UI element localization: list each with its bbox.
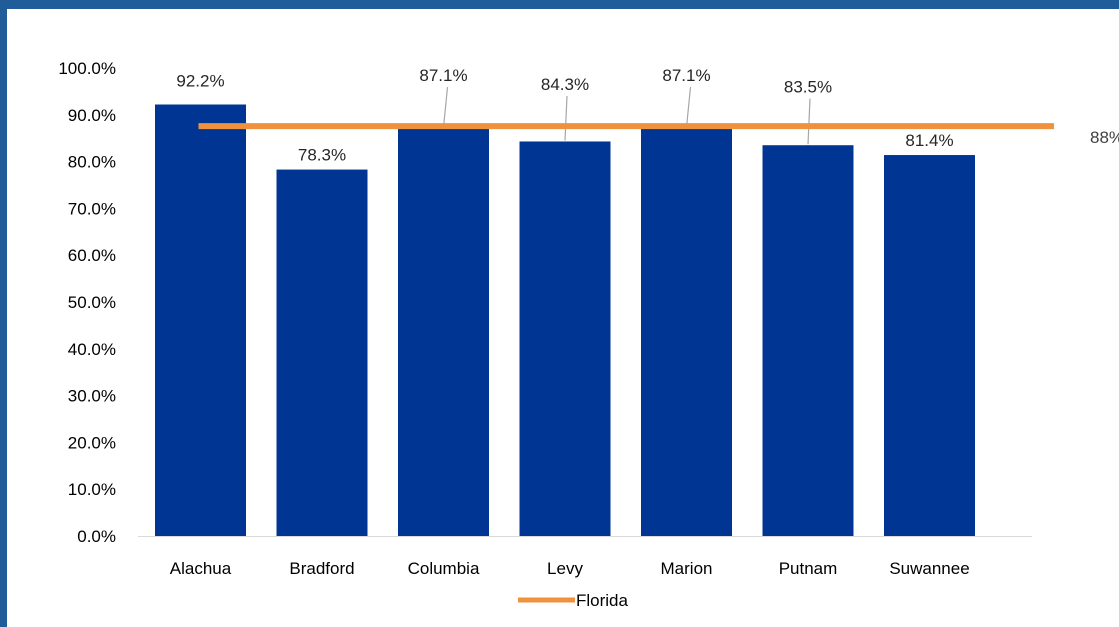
x-tick-label: Marion — [661, 559, 713, 578]
data-label: 87.1% — [419, 66, 467, 85]
y-tick-label: 0.0% — [77, 527, 116, 546]
data-label: 92.2% — [176, 72, 224, 91]
legend-label-florida: Florida — [576, 591, 629, 610]
x-tick-label: Suwannee — [889, 559, 969, 578]
data-label: 87.1% — [662, 66, 710, 85]
y-tick-label: 90.0% — [68, 106, 116, 125]
y-axis: 0.0% 10.0% 20.0% 30.0% 40.0% 50.0% 60.0% 70.0% 8… — [58, 59, 116, 546]
data-label-leader — [442, 86, 449, 128]
data-label: 78.3% — [298, 146, 346, 165]
data-label-leader — [807, 98, 811, 145]
x-axis: Alachua Bradford Columbia Levy Marion Putnam S… — [138, 536, 1032, 578]
y-tick-label: 50.0% — [68, 293, 116, 312]
y-tick-label: 70.0% — [68, 199, 116, 218]
data-labels: 92.2% 78.3% 87.1% 84.3% 87.1% 83.5% 81.4% — [176, 66, 953, 165]
x-tick-label: Columbia — [408, 559, 480, 578]
data-label: 83.5% — [784, 78, 832, 97]
y-tick-label: 30.0% — [68, 387, 116, 406]
x-tick-label: Alachua — [170, 559, 232, 578]
data-label: 84.3% — [541, 75, 589, 94]
data-label-leader — [564, 95, 568, 141]
data-label-leaders — [442, 86, 811, 145]
bar-putnam — [762, 145, 854, 536]
data-label: 81.4% — [905, 131, 953, 150]
y-tick-label: 100.0% — [58, 59, 116, 78]
x-tick-label: Putnam — [779, 559, 838, 578]
bars — [155, 104, 975, 536]
y-tick-label: 20.0% — [68, 433, 116, 452]
data-label-leader — [685, 86, 692, 128]
bar-suwannee — [884, 155, 975, 536]
x-tick-label: Bradford — [289, 559, 354, 578]
y-tick-label: 60.0% — [68, 246, 116, 265]
y-tick-label: 40.0% — [68, 340, 116, 359]
legend: Florida — [518, 591, 629, 610]
florida-reference-line: 88% — [198, 123, 1119, 147]
y-tick-label: 80.0% — [68, 153, 116, 172]
bar-bradford — [276, 169, 368, 536]
bar-levy — [519, 141, 611, 536]
reference-line-label: 88% — [1090, 128, 1119, 147]
bar-columbia — [398, 128, 489, 536]
bar-marion — [641, 128, 732, 536]
bar-alachua — [155, 104, 246, 536]
y-tick-label: 10.0% — [68, 480, 116, 499]
x-tick-label: Levy — [547, 559, 583, 578]
